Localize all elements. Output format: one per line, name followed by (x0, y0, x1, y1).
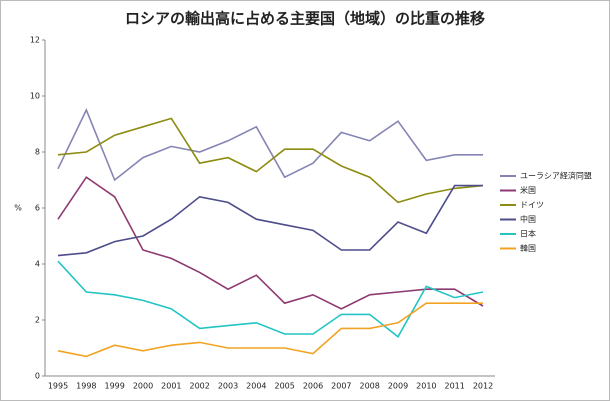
legend-label: ドイツ (520, 201, 544, 210)
x-tick-label: 2006 (303, 382, 323, 391)
x-tick-label: 1995 (48, 382, 68, 391)
x-tick-label: 2011 (444, 382, 464, 391)
x-tick-label: 1998 (76, 382, 96, 391)
y-tick-label: 2 (35, 316, 40, 325)
y-axis-label: % (14, 204, 22, 213)
legend-label: 米国 (520, 185, 536, 195)
series-line (57, 184, 483, 257)
y-tick-label: 12 (30, 36, 40, 45)
y-tick-label: 0 (35, 372, 40, 381)
x-tick-label: 2002 (189, 382, 209, 391)
series-line (57, 117, 484, 204)
y-tick-label: 8 (35, 148, 40, 157)
legend-label: 日本 (520, 229, 536, 239)
x-tick-label: 2007 (331, 382, 351, 391)
x-tick-label: 2005 (274, 382, 294, 391)
x-tick-label: 2000 (133, 382, 153, 391)
y-tick-label: 10 (30, 92, 40, 101)
series-line (57, 108, 483, 182)
x-tick-label: 2001 (161, 382, 181, 391)
x-tick-label: 2003 (218, 382, 238, 391)
chart-title: ロシアの輸出高に占める主要国（地域）の比重の推移 (125, 10, 485, 28)
series-line (57, 260, 484, 339)
x-tick-label: 2009 (388, 382, 408, 391)
legend-label: 中国 (520, 214, 536, 224)
legend-label: ユーラシア経済同盟 (520, 171, 592, 181)
series-line (57, 176, 484, 310)
x-tick-label: 2004 (246, 382, 266, 391)
series-line (57, 302, 483, 358)
y-tick-label: 6 (35, 204, 40, 213)
x-tick-label: 2010 (416, 382, 436, 391)
legend-label: 韓国 (520, 243, 536, 253)
x-tick-label: 2008 (359, 382, 379, 391)
x-tick-label: 1999 (104, 382, 124, 391)
y-tick-label: 4 (35, 260, 40, 269)
x-tick-label: 2012 (473, 382, 493, 391)
